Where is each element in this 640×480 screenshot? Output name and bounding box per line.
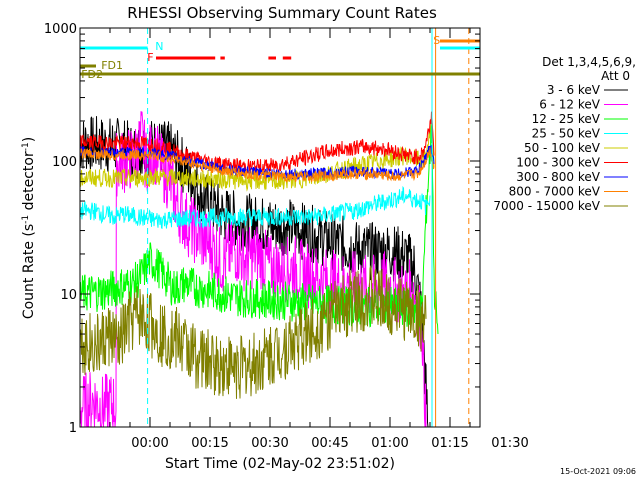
flag-label-6: FD2 [81, 68, 103, 81]
y-tick-label: 1 [69, 421, 77, 436]
legend-title-line-2: Att 0 [601, 69, 630, 83]
legend-label-2: 12 - 25 keV [532, 112, 601, 126]
y-axis: 1 10 100 1000 [44, 22, 480, 436]
y-label-part-3: ) [21, 137, 37, 142]
flag-label-5: FD1 [101, 59, 123, 72]
plot-frame [79, 27, 481, 428]
y-label-part-2: detector [21, 151, 37, 215]
legend-title-line-1: Det 1,3,4,5,6,9, [542, 55, 636, 69]
series-line-8 [79, 264, 427, 399]
flag-label-7: S [433, 34, 440, 47]
series-line-7 [79, 147, 435, 183]
legend-label-0: 3 - 6 keV [547, 83, 601, 97]
legend-label-5: 100 - 300 keV [516, 156, 600, 170]
y-label-exponent-2: -1 [21, 142, 31, 151]
flag-label-1: F [147, 51, 153, 64]
x-tick-label: 00:45 [311, 436, 348, 451]
y-tick-label: 100 [52, 155, 77, 170]
x-axis: 00:00 00:15 00:30 00:45 01:00 01:15 01:30 [109, 28, 529, 451]
flag-label-0: N [155, 40, 163, 53]
x-tick-label: 00:15 [191, 436, 228, 451]
legend-label-4: 50 - 100 keV [524, 141, 601, 155]
chart-title: RHESSI Observing Summary Count Rates [127, 4, 437, 22]
y-label-exponent-1: -1 [21, 215, 31, 224]
y-tick-label: 1000 [44, 22, 77, 37]
x-tick-label: 01:15 [431, 436, 468, 451]
y-tick-label: 10 [60, 288, 77, 303]
legend-label-1: 6 - 12 keV [539, 98, 601, 112]
legend-label-8: 7000 - 15000 keV [493, 199, 600, 213]
y-axis-label: Count Rate (s-1 detector-1) [21, 137, 37, 319]
y-label-part-1: Count Rate (s [21, 224, 37, 319]
legend-label-7: 800 - 7000 keV [509, 185, 601, 199]
timestamp: 15-Oct-2021 09:06 [560, 467, 636, 476]
legend-label-3: 25 - 50 keV [532, 127, 601, 141]
x-tick-label: 01:30 [491, 436, 528, 451]
x-axis-label: Start Time (02-May-02 23:51:02) [165, 456, 395, 472]
x-tick-label: 01:00 [371, 436, 408, 451]
series-layer [79, 111, 439, 428]
series-line-3 [79, 185, 431, 230]
x-tick-label: 00:30 [251, 436, 288, 451]
legend-label-6: 300 - 800 keV [516, 170, 600, 184]
x-tick-label: 00:00 [131, 436, 168, 451]
